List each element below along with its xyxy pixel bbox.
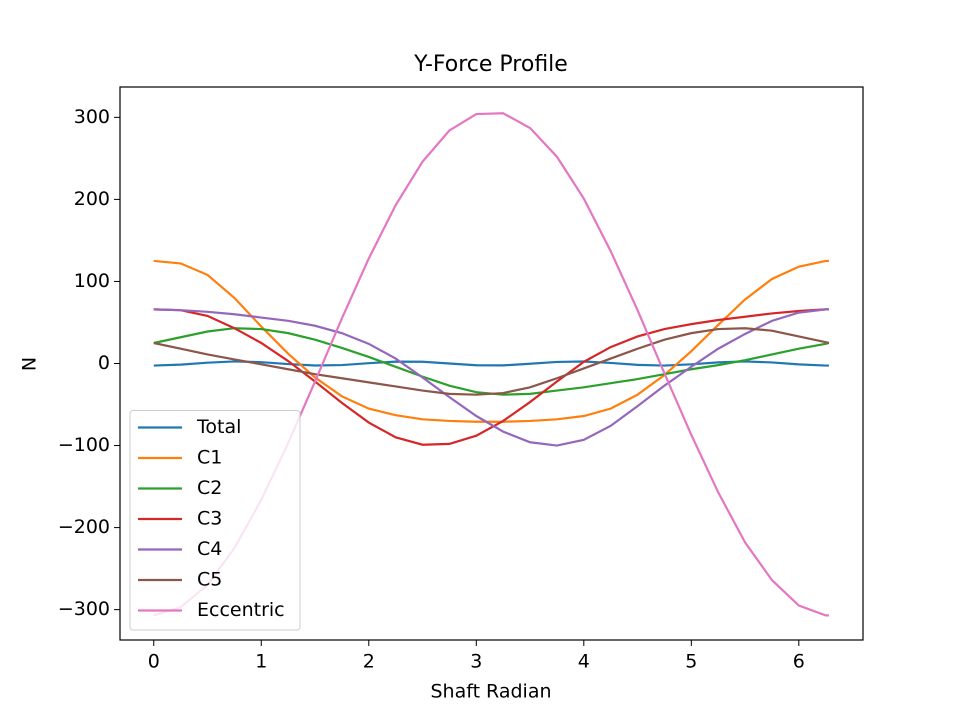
plot-area <box>153 112 830 617</box>
y-tick-label: 300 <box>74 106 110 128</box>
x-tick-label: 4 <box>578 651 590 673</box>
series-line <box>153 327 830 396</box>
x-axis-label: Shaft Radian <box>430 681 551 703</box>
x-tick-label: 3 <box>470 651 482 673</box>
y-tick-label: −200 <box>58 516 110 538</box>
y-tick-label: 200 <box>74 188 110 210</box>
chart-title: Y-Force Profile <box>413 52 568 77</box>
series-line <box>153 308 829 447</box>
legend-label: C5 <box>197 569 222 591</box>
x-tick-label: 1 <box>255 651 267 673</box>
y-tick-label: 100 <box>74 270 110 292</box>
x-tick-label: 2 <box>363 651 375 673</box>
x-tick-label: 0 <box>148 651 160 673</box>
series-line <box>153 308 829 446</box>
legend-box <box>129 410 301 631</box>
x-tick-label: 6 <box>793 651 805 673</box>
y-tick-label: −300 <box>58 598 110 620</box>
y-tick-label: 0 <box>98 352 110 374</box>
y-tick-label: −100 <box>58 434 110 456</box>
series-line <box>153 327 830 396</box>
legend-label: C4 <box>197 538 222 560</box>
legend-label: C3 <box>197 508 222 530</box>
legend-label: C2 <box>197 477 222 499</box>
legend-label: Eccentric <box>197 599 285 621</box>
legend-label: C1 <box>197 447 222 469</box>
legend-label: Total <box>196 416 241 438</box>
x-tick-label: 5 <box>685 651 697 673</box>
y-axis-label: N <box>19 357 41 371</box>
